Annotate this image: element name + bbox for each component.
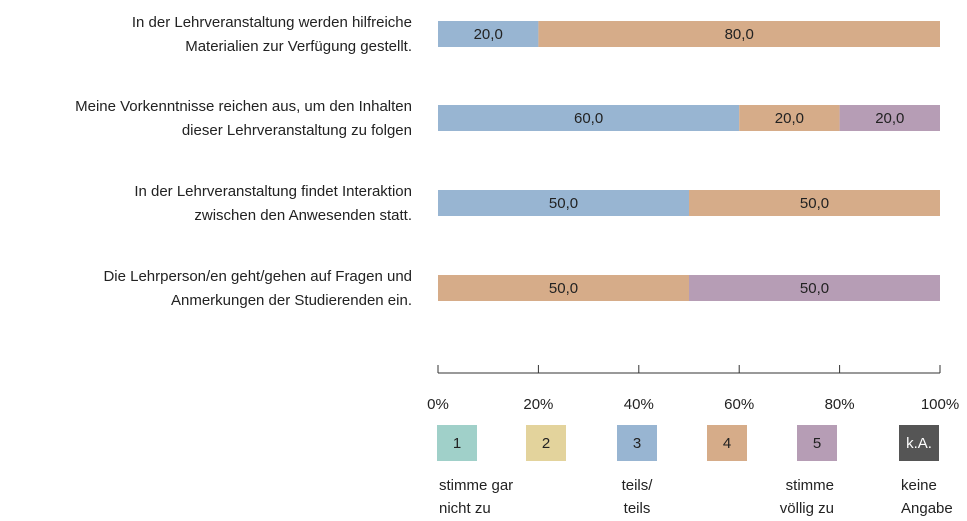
x-tick-label: 20% <box>523 396 553 413</box>
legend-swatch <box>437 425 477 461</box>
x-tick-label: 0% <box>427 396 449 413</box>
value-label: 20,0 <box>775 110 804 127</box>
category-label: In der Lehrveranstaltung findet Interakt… <box>134 183 412 200</box>
legend-swatch <box>797 425 837 461</box>
value-label: 20,0 <box>875 110 904 127</box>
value-label: 80,0 <box>725 26 754 43</box>
bar-segment <box>538 21 940 47</box>
legend-description: stimme gar <box>439 477 513 494</box>
legend-label: 3 <box>633 435 641 452</box>
category-label: Materialien zur Verfügung gestellt. <box>185 38 412 55</box>
legend-description: nicht zu <box>439 500 491 517</box>
bar-segment <box>438 105 740 131</box>
legend-label: k.A. <box>906 435 932 452</box>
bar-segment <box>438 275 689 301</box>
x-tick-label: 100% <box>921 396 959 413</box>
legend-label: 2 <box>542 435 550 452</box>
category-label: dieser Lehrveranstaltung zu folgen <box>182 122 412 139</box>
value-label: 50,0 <box>549 280 578 297</box>
category-label: Anmerkungen der Studierenden ein. <box>171 292 412 309</box>
legend-description: teils/ <box>622 477 654 494</box>
legend-description: Angabe <box>901 500 953 517</box>
category-label: In der Lehrveranstaltung werden hilfreic… <box>132 14 412 31</box>
value-label: 50,0 <box>800 280 829 297</box>
bar-segment <box>689 275 940 301</box>
value-label: 60,0 <box>574 110 603 127</box>
value-label: 50,0 <box>800 195 829 212</box>
bar-segment <box>689 190 940 216</box>
legend-swatch <box>899 425 939 461</box>
bar-segment <box>839 105 940 131</box>
legend-description: teils <box>624 500 651 517</box>
legend-description: völlig zu <box>780 500 834 517</box>
legend-label: 5 <box>813 435 821 452</box>
value-label: 50,0 <box>549 195 578 212</box>
value-label: 20,0 <box>474 26 503 43</box>
category-label: zwischen den Anwesenden statt. <box>194 207 412 224</box>
legend-label: 4 <box>723 435 731 452</box>
legend-label: 1 <box>453 435 461 452</box>
x-tick-label: 60% <box>724 396 754 413</box>
bar-segment <box>739 105 840 131</box>
legend-description: keine <box>901 477 937 494</box>
legend-swatch <box>526 425 566 461</box>
category-label: Meine Vorkenntnisse reichen aus, um den … <box>75 98 412 115</box>
x-tick-label: 40% <box>624 396 654 413</box>
bar-segment <box>438 21 539 47</box>
bar-segment <box>438 190 689 216</box>
legend-swatch <box>707 425 747 461</box>
legend-swatch <box>617 425 657 461</box>
x-tick-label: 80% <box>825 396 855 413</box>
category-label: Die Lehrperson/en geht/gehen auf Fragen … <box>103 268 412 285</box>
legend-description: stimme <box>786 477 834 494</box>
